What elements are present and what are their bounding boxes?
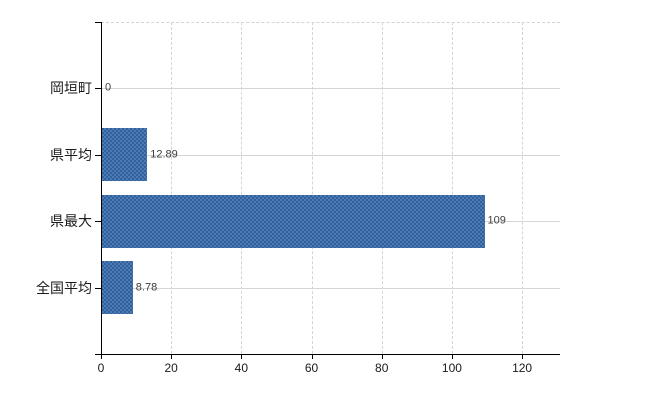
x-gridline — [451, 22, 453, 354]
x-tick-label: 80 — [375, 361, 389, 375]
x-axis-tick — [311, 354, 313, 359]
y-gridline — [101, 88, 560, 90]
x-tick-label: 40 — [234, 361, 249, 375]
x-axis-tick — [241, 354, 243, 359]
plot-top-border — [101, 22, 560, 23]
y-axis-tick — [95, 88, 101, 90]
category-label: 県平均 — [50, 146, 92, 163]
value-label: 8.78 — [135, 281, 158, 294]
bar — [102, 261, 133, 315]
x-tick-label: 100 — [441, 361, 462, 375]
category-label: 岡垣町 — [50, 80, 92, 97]
x-axis-tick — [381, 354, 383, 359]
x-tick-label: 0 — [97, 361, 105, 375]
category-label: 全国平均 — [36, 279, 92, 296]
bar — [102, 194, 485, 248]
value-label: 12.89 — [150, 148, 178, 161]
value-label: 109 — [487, 214, 506, 227]
y-gridline — [101, 287, 560, 289]
x-tick-label: 120 — [512, 361, 533, 375]
x-axis-tick — [171, 354, 173, 359]
y-axis-tick — [95, 154, 101, 156]
x-gridline — [171, 22, 173, 354]
x-gridline — [522, 22, 524, 354]
y-axis-line — [101, 22, 102, 359]
x-tick-label: 60 — [304, 361, 319, 375]
x-axis-tick — [522, 354, 524, 359]
value-label: 0 — [105, 81, 112, 94]
y-gridline — [101, 154, 560, 156]
y-axis-top-tick — [95, 22, 101, 23]
x-axis-line — [95, 354, 560, 355]
bar — [102, 128, 148, 182]
x-axis-tick — [451, 354, 453, 359]
x-gridline — [311, 22, 313, 354]
y-axis-tick — [95, 287, 101, 289]
y-axis-tick — [95, 221, 101, 223]
x-gridline — [381, 22, 383, 354]
x-tick-label: 20 — [164, 361, 178, 375]
category-label: 県最大 — [50, 213, 92, 230]
x-gridline — [241, 22, 243, 354]
